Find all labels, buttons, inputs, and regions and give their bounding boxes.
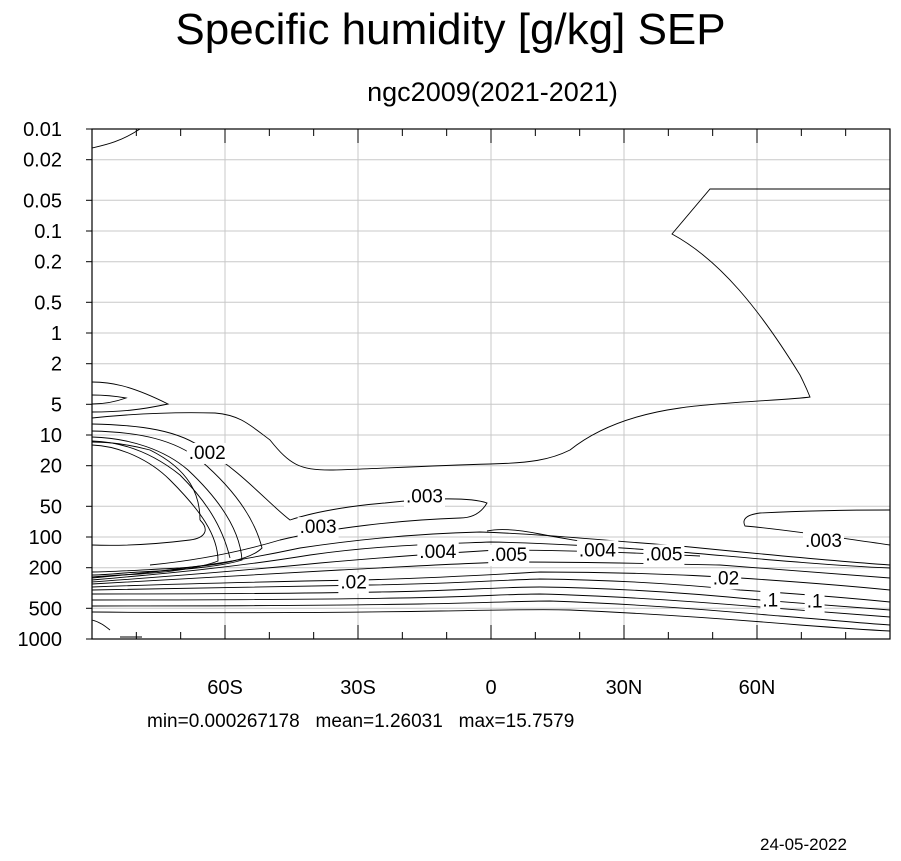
x-tick-label: 0 [485,677,496,699]
contour-label-bg [803,531,844,553]
contour-label: .02 [338,572,369,594]
contour-label: .005 [488,544,530,566]
contour-line [486,529,591,544]
y-tick-label: 0.5 [34,292,62,314]
y-tick-label: 500 [29,598,62,620]
contour-label-text: .02 [713,568,739,589]
contour-label: .02 [710,568,742,590]
y-tick-label: 0.1 [34,221,62,243]
y-tick-label: 0.2 [34,252,62,274]
contour-label-bg [760,590,781,612]
y-tick-label: 0.01 [23,119,62,141]
contour-line [91,619,111,631]
contour-label-text: .005 [645,544,682,565]
contour-line [91,440,231,559]
contour-label-bg [804,591,825,613]
contour-label: .002 [186,442,228,464]
contour-label-bg [404,486,445,508]
contour-line [91,531,891,579]
contour-label: .003 [404,486,445,508]
contour-line [91,541,891,581]
axis-ticks: 60S 30S 0 30N 60N 0.01 0.02 0.05 0.1 0.2 0.5 1 2 5 10 2… [18,119,847,699]
contour-line [91,609,891,632]
contour-label-bg [338,572,369,594]
contour-label-bg [186,442,228,464]
y-tick-label: 2 [51,354,62,376]
contour-line [91,188,890,471]
contour-label-text: .002 [189,443,226,464]
contour-line [91,381,170,413]
contour-line [91,600,891,626]
x-tick-label: 30S [340,677,376,699]
contour-line [91,586,891,611]
contour-label: .004 [576,540,619,562]
contour-label-text: .1 [807,592,823,613]
y-tick-label: 100 [29,527,62,549]
contour-line [91,430,263,573]
y-tick-label: 200 [29,558,62,580]
contour-line [91,128,141,149]
x-tick-label: 60N [739,677,776,699]
y-tick-label: 5 [51,394,62,416]
contour-label: .004 [417,541,459,563]
y-tick-label: 1000 [18,629,63,651]
contour-labels: .002 .003 .003 .004 .005 .004 .005 .003 .02 .02 .1… [186,442,844,613]
contour-label: .1 [804,591,825,613]
contour-label-text: .004 [579,540,616,561]
contour-label-bg [297,517,339,539]
contour-label-bg [643,544,685,566]
contour-label-text: .1 [762,591,778,612]
contour-line [91,436,243,576]
contour-line [91,441,201,521]
contour-line [91,593,891,618]
contour-label-bg [576,540,619,562]
contour-label-text: .003 [300,517,337,538]
x-tick-label: 30N [606,677,643,699]
y-tick-label: 1 [51,323,62,345]
contour-label-text: .02 [340,573,366,594]
y-tick-label: 0.02 [23,150,62,172]
contour-label-text: .003 [406,486,443,507]
contour-line [91,394,128,405]
stats-line: min=0.000267178 mean=1.26031 max=15.7579 [147,711,575,732]
contour-label-bg [488,544,530,566]
chart-title: Specific humidity [g/kg] SEP [175,5,726,54]
x-tick-label: 60S [207,677,243,699]
contour-label: .003 [297,517,339,539]
y-tick-label: 0.05 [23,190,62,212]
contour-label-bg [417,541,459,563]
contour-label-bg [710,568,742,590]
contour-label-text: .004 [419,542,456,563]
contour-label: .005 [643,544,685,566]
contour-label-text: .003 [805,531,842,552]
date-stamp: 24-05-2022 [760,835,847,854]
contour-label-text: .005 [490,545,527,566]
y-tick-label: 10 [40,425,62,447]
contour-label: .003 [803,531,844,553]
contour-line [91,519,206,546]
contour-label: .1 [760,590,781,612]
y-tick-label: 20 [40,456,62,478]
contour-line [91,571,891,591]
chart-subtitle: ngc2009(2021-2021) [367,77,618,107]
y-tick-label: 50 [40,496,62,518]
